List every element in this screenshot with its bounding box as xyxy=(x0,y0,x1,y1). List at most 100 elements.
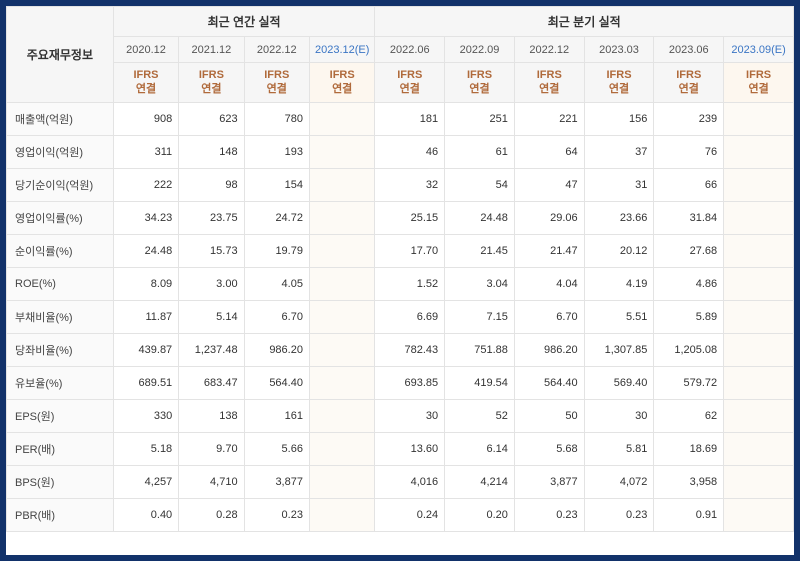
cell: 31.84 xyxy=(654,202,724,235)
group-annual: 최근 연간 실적 xyxy=(113,7,375,37)
cell: 29.06 xyxy=(514,202,584,235)
cell xyxy=(309,400,374,433)
cell: 780 xyxy=(244,103,309,136)
period-quarter: 2022.06 xyxy=(375,37,445,63)
cell xyxy=(724,367,794,400)
cell: 154 xyxy=(244,169,309,202)
cell: 1,237.48 xyxy=(179,334,244,367)
cell xyxy=(724,433,794,466)
cell xyxy=(724,400,794,433)
cell: 25.15 xyxy=(375,202,445,235)
row-label: 영업이익률(%) xyxy=(7,202,114,235)
cell: 24.48 xyxy=(445,202,515,235)
cell: 330 xyxy=(113,400,178,433)
metric-quarter: IFRS연결 xyxy=(654,63,724,103)
cell xyxy=(309,433,374,466)
cell: 15.73 xyxy=(179,235,244,268)
period-annual: 2021.12 xyxy=(179,37,244,63)
cell xyxy=(724,334,794,367)
cell: 13.60 xyxy=(375,433,445,466)
table-row: PER(배)5.189.705.6613.606.145.685.8118.69 xyxy=(7,433,794,466)
cell xyxy=(309,235,374,268)
cell: 21.47 xyxy=(514,235,584,268)
cell: 46 xyxy=(375,136,445,169)
cell xyxy=(309,499,374,532)
cell: 4,072 xyxy=(584,466,654,499)
row-label: ROE(%) xyxy=(7,268,114,301)
cell: 11.87 xyxy=(113,301,178,334)
row-label: 당기순이익(억원) xyxy=(7,169,114,202)
cell: 98 xyxy=(179,169,244,202)
cell: 569.40 xyxy=(584,367,654,400)
cell: 1.52 xyxy=(375,268,445,301)
cell: 1,205.08 xyxy=(654,334,724,367)
table-row: PBR(배)0.400.280.230.240.200.230.230.91 xyxy=(7,499,794,532)
cell: 161 xyxy=(244,400,309,433)
table-row: 영업이익률(%)34.2323.7524.7225.1524.4829.0623… xyxy=(7,202,794,235)
cell: 564.40 xyxy=(514,367,584,400)
cell: 564.40 xyxy=(244,367,309,400)
cell: 30 xyxy=(584,400,654,433)
cell: 3,877 xyxy=(244,466,309,499)
period-quarter: 2023.03 xyxy=(584,37,654,63)
cell: 6.69 xyxy=(375,301,445,334)
cell: 32 xyxy=(375,169,445,202)
cell: 782.43 xyxy=(375,334,445,367)
cell xyxy=(724,499,794,532)
cell: 7.15 xyxy=(445,301,515,334)
cell: 5.14 xyxy=(179,301,244,334)
row-label: 매출액(억원) xyxy=(7,103,114,136)
row-label: 부채비율(%) xyxy=(7,301,114,334)
cell xyxy=(724,301,794,334)
row-label: PBR(배) xyxy=(7,499,114,532)
cell: 3.04 xyxy=(445,268,515,301)
cell: 34.23 xyxy=(113,202,178,235)
cell: 156 xyxy=(584,103,654,136)
cell: 62 xyxy=(654,400,724,433)
cell xyxy=(724,202,794,235)
cell: 0.23 xyxy=(584,499,654,532)
period-annual: 2020.12 xyxy=(113,37,178,63)
cell xyxy=(724,169,794,202)
cell: 908 xyxy=(113,103,178,136)
cell: 0.91 xyxy=(654,499,724,532)
cell: 23.75 xyxy=(179,202,244,235)
cell: 9.70 xyxy=(179,433,244,466)
cell: 4.86 xyxy=(654,268,724,301)
cell: 18.69 xyxy=(654,433,724,466)
metric-quarter: IFRS연결 xyxy=(445,63,515,103)
row-label: 당좌비율(%) xyxy=(7,334,114,367)
cell: 0.23 xyxy=(514,499,584,532)
cell: 47 xyxy=(514,169,584,202)
cell: 986.20 xyxy=(514,334,584,367)
row-label: BPS(원) xyxy=(7,466,114,499)
cell: 4,016 xyxy=(375,466,445,499)
cell: 0.20 xyxy=(445,499,515,532)
cell: 6.70 xyxy=(244,301,309,334)
cell: 27.68 xyxy=(654,235,724,268)
metric-annual: IFRS연결 xyxy=(244,63,309,103)
cell: 623 xyxy=(179,103,244,136)
cell xyxy=(309,466,374,499)
cell: 986.20 xyxy=(244,334,309,367)
cell: 6.14 xyxy=(445,433,515,466)
row-label: PER(배) xyxy=(7,433,114,466)
cell xyxy=(724,466,794,499)
cell: 61 xyxy=(445,136,515,169)
cell: 8.09 xyxy=(113,268,178,301)
period-quarter: 2022.09 xyxy=(445,37,515,63)
cell: 0.24 xyxy=(375,499,445,532)
cell: 50 xyxy=(514,400,584,433)
cell: 19.79 xyxy=(244,235,309,268)
table-row: 매출액(억원)908623780181251221156239 xyxy=(7,103,794,136)
cell: 693.85 xyxy=(375,367,445,400)
cell: 751.88 xyxy=(445,334,515,367)
cell: 181 xyxy=(375,103,445,136)
cell: 31 xyxy=(584,169,654,202)
cell xyxy=(309,103,374,136)
cell: 76 xyxy=(654,136,724,169)
period-annual: 2023.12(E) xyxy=(309,37,374,63)
metric-quarter: IFRS연결 xyxy=(584,63,654,103)
table-row: BPS(원)4,2574,7103,8774,0164,2143,8774,07… xyxy=(7,466,794,499)
cell: 23.66 xyxy=(584,202,654,235)
